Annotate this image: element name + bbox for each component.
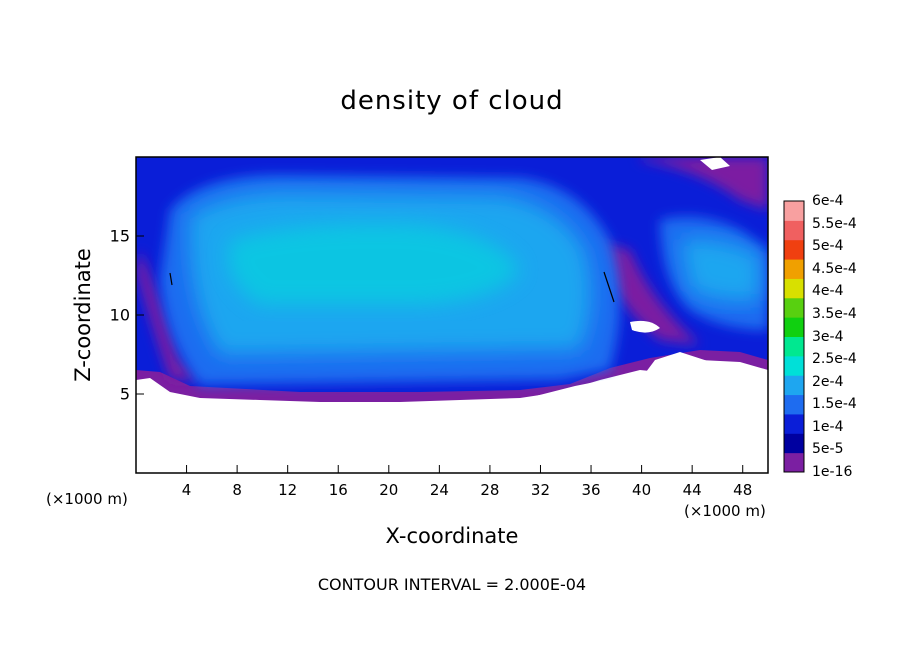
x-tick-label: 40 xyxy=(632,481,652,499)
density-field xyxy=(136,157,768,473)
colorbar-level-label: 1e-16 xyxy=(812,464,853,480)
colorbar-level-label: 3e-4 xyxy=(812,328,844,345)
colorbar-level-label: 5.5e-4 xyxy=(812,215,857,232)
x-unit-label-right: (×1000 m) xyxy=(684,502,766,520)
x-tick-label: 28 xyxy=(480,481,500,499)
colorbar-band xyxy=(784,433,804,454)
y-tick-marks xyxy=(136,235,144,395)
colorbar-band xyxy=(784,452,804,473)
colorbar-band xyxy=(784,259,804,279)
colorbar-frame xyxy=(783,200,805,473)
colorbar-level-label: 5e-4 xyxy=(812,238,844,255)
colorbar-band xyxy=(784,394,804,415)
x-tick-label: 4 xyxy=(181,481,192,499)
cloud-core-cyan xyxy=(228,224,520,305)
colorbar-band xyxy=(784,239,804,260)
colorbar-band xyxy=(784,297,804,318)
x-tick-label: 16 xyxy=(328,481,348,499)
x-tick-label: 20 xyxy=(379,481,399,499)
colorbar-band xyxy=(784,317,804,337)
colorbar xyxy=(784,201,804,473)
x-tick-label: 24 xyxy=(429,481,449,499)
colorbar-level-label: 2e-4 xyxy=(812,373,844,390)
cloud-free-region xyxy=(136,352,768,473)
y-axis-label: Z-coordinate xyxy=(71,248,95,382)
x-tick-label: 32 xyxy=(530,481,551,499)
colorbar-level-label: 4e-4 xyxy=(812,283,844,300)
x-tick-label: 12 xyxy=(278,481,298,499)
colorbar-level-label: 2.5e-4 xyxy=(812,351,857,368)
colorbar-band xyxy=(784,220,804,241)
x-unit-label-left: (×1000 m) xyxy=(46,490,128,508)
x-tick-label: 48 xyxy=(733,481,753,499)
colorbar-band xyxy=(784,278,804,299)
contour-interval-note: CONTOUR INTERVAL = 2.000E-04 xyxy=(317,575,587,594)
y-tick-label: 5 xyxy=(119,384,130,404)
colorbar-band xyxy=(784,355,804,376)
colorbar-level-label: 6e-4 xyxy=(812,193,844,209)
colorbar-level-label: 5e-5 xyxy=(812,441,844,458)
colorbar-band xyxy=(784,375,804,396)
chart-title: density of cloud xyxy=(340,86,564,116)
y-tick-label: 10 xyxy=(109,305,130,325)
colorbar-level-label: 1.5e-4 xyxy=(812,396,857,413)
x-tick-label: 36 xyxy=(581,481,601,499)
colorbar-level-label: 3.5e-4 xyxy=(812,305,857,322)
x-tick-label: 44 xyxy=(682,481,702,499)
colorbar-band xyxy=(784,201,804,221)
colorbar-level-label: 1e-4 xyxy=(812,418,844,435)
colorbar-band xyxy=(784,336,804,357)
x-tick-label: 8 xyxy=(232,481,242,499)
x-axis-label: X-coordinate xyxy=(385,524,519,548)
colorbar-level-label: 4.5e-4 xyxy=(812,260,857,277)
colorbar-band xyxy=(784,413,804,434)
x-tick-marks xyxy=(186,465,744,473)
y-tick-label: 15 xyxy=(109,226,130,246)
